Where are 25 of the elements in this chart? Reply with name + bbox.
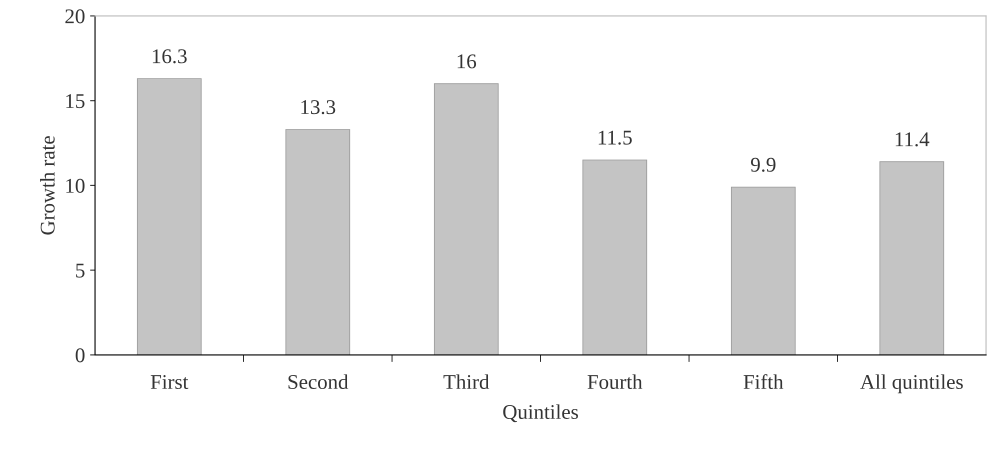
x-tick-label: Third [444, 374, 490, 390]
y-axis-title: Growth rate [40, 136, 55, 235]
data-label: 16.3 [152, 49, 187, 64]
y-tick-label: 5 [76, 264, 85, 278]
x-tick-label: Second [288, 374, 348, 390]
bar [136, 78, 202, 355]
bar [582, 160, 648, 355]
data-label: 16 [458, 54, 476, 68]
data-label: 13.3 [301, 100, 336, 114]
x-tick-label: Fifth [744, 374, 784, 390]
x-axis-title: Quintiles [503, 404, 578, 422]
y-tick-label: 20 [65, 9, 85, 24]
y-tick-label: 15 [66, 94, 85, 108]
y-tick-label: 10 [66, 178, 85, 193]
bar [285, 129, 350, 355]
x-tick-label: Fourth [588, 374, 642, 390]
data-label: 9.9 [750, 158, 776, 172]
x-tick-label: All quintiles [860, 374, 963, 394]
bar [730, 186, 796, 355]
y-tick-label: 0 [76, 348, 85, 362]
data-label: 11.5 [598, 130, 632, 145]
data-label: 11.4 [896, 132, 930, 146]
bar [879, 161, 944, 355]
x-tick-label: First [150, 375, 188, 390]
bar [434, 83, 499, 355]
